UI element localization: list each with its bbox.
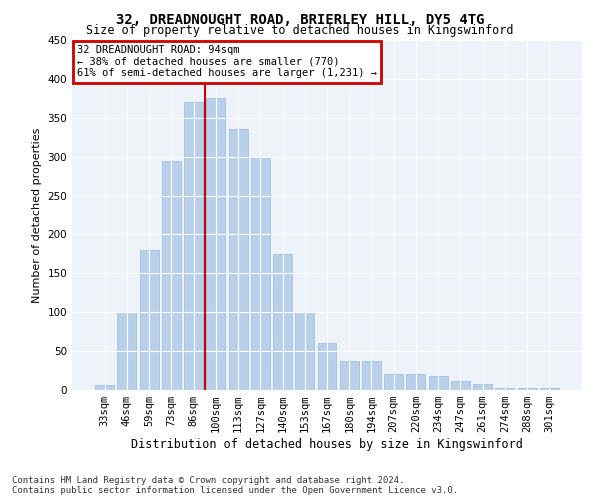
Bar — [496, 388, 514, 390]
Bar — [229, 130, 248, 390]
Bar — [384, 374, 403, 390]
Text: Size of property relative to detached houses in Kingswinford: Size of property relative to detached ho… — [86, 24, 514, 37]
Text: 32 DREADNOUGHT ROAD: 94sqm
← 38% of detached houses are smaller (770)
61% of sem: 32 DREADNOUGHT ROAD: 94sqm ← 38% of deta… — [77, 46, 377, 78]
Bar — [273, 254, 292, 390]
Bar — [451, 380, 470, 390]
X-axis label: Distribution of detached houses by size in Kingswinford: Distribution of detached houses by size … — [131, 438, 523, 451]
Text: 32, DREADNOUGHT ROAD, BRIERLEY HILL, DY5 4TG: 32, DREADNOUGHT ROAD, BRIERLEY HILL, DY5… — [116, 12, 484, 26]
Bar — [95, 384, 114, 390]
Bar — [295, 312, 314, 390]
Bar — [473, 384, 492, 390]
Bar — [518, 388, 536, 390]
Bar — [162, 160, 181, 390]
Bar — [251, 156, 270, 390]
Bar — [429, 376, 448, 390]
Bar — [118, 312, 136, 390]
Bar — [317, 344, 337, 390]
Bar — [540, 388, 559, 390]
Bar — [140, 250, 158, 390]
Text: Contains HM Land Registry data © Crown copyright and database right 2024.
Contai: Contains HM Land Registry data © Crown c… — [12, 476, 458, 495]
Bar — [184, 102, 203, 390]
Bar — [362, 361, 381, 390]
Bar — [406, 374, 425, 390]
Y-axis label: Number of detached properties: Number of detached properties — [32, 128, 42, 302]
Bar — [206, 98, 225, 390]
Bar — [340, 361, 359, 390]
